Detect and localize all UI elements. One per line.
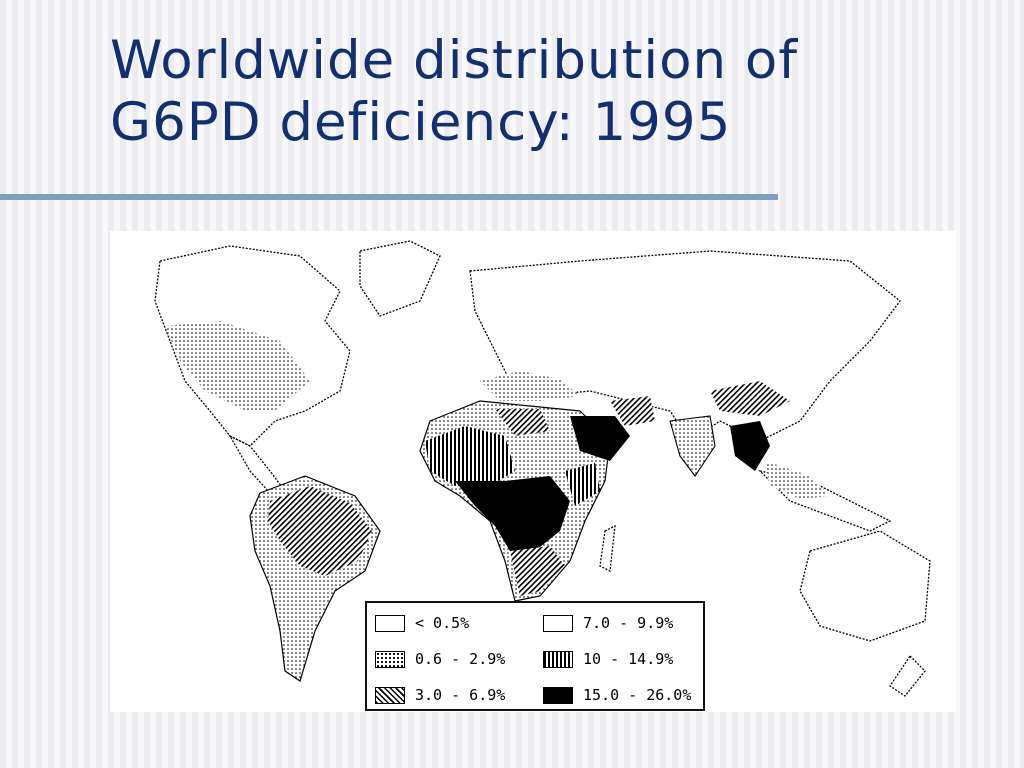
eurasia-outline [469,250,901,442]
southeast-asia-outline [758,469,892,532]
legend-swatch-blank [375,614,405,632]
south-america-hatch [268,486,372,576]
africa-central-black [455,476,570,551]
legend-swatch-solid-black [543,686,573,704]
new-zealand-outline [889,654,926,697]
slide-title-line-1: Worldwide distribution of [110,30,799,91]
legend-item-lt-0-5: < 0.5% [375,611,469,635]
map-legend: < 0.5% 0.6 - 2.9% 3.0 - 6.9% 7.0 - 9.9% … [365,601,705,711]
africa-west-vertical-hatch [425,426,515,486]
africa-east-vertical-hatch [565,463,600,506]
slide-title-line-2: G6PD deficiency: 1995 [110,92,732,153]
legend-swatch-diagonal-hatch [375,686,405,704]
legend-label: 3.0 - 6.9% [415,686,506,704]
southeast-asia-dots [765,461,830,499]
world-map-figure: < 0.5% 0.6 - 2.9% 3.0 - 6.9% 7.0 - 9.9% … [110,231,956,712]
legend-swatch-vertical-hatch [543,650,573,668]
title-underline [0,194,778,200]
legend-item-7-0-9-9: 7.0 - 9.9% [543,611,673,635]
africa-south-hatch [510,546,565,596]
legend-item-0-6-2-9: 0.6 - 2.9% [375,647,505,671]
legend-item-3-0-6-9: 3.0 - 6.9% [375,683,505,707]
arabia-black [570,416,630,461]
africa-north-hatch [495,409,550,436]
world-map [154,240,931,697]
north-america-dots [165,321,310,411]
china-hatch [710,381,790,416]
madagascar-outline [599,524,616,572]
central-america-outline [228,434,287,494]
legend-label: 15.0 - 26.0% [583,686,692,704]
australia-outline [799,530,931,642]
legend-label: 0.6 - 2.9% [415,650,506,668]
legend-swatch-dots [375,650,405,668]
europe-dots [480,371,580,401]
north-america-outline [154,245,351,447]
legend-swatch-blank [543,614,573,632]
legend-item-15-0-26-0: 15.0 - 26.0% [543,683,691,707]
southeast-asia-black [730,421,770,471]
slide-title: Worldwide distribution of G6PD deficienc… [110,30,990,154]
legend-item-10-14-9: 10 - 14.9% [543,647,673,671]
arabia-hatch [610,396,655,426]
legend-label: 7.0 - 9.9% [583,614,674,632]
legend-label: 10 - 14.9% [583,650,674,668]
greenland-outline [359,240,441,317]
legend-label: < 0.5% [415,614,470,632]
india-outline [669,415,716,477]
